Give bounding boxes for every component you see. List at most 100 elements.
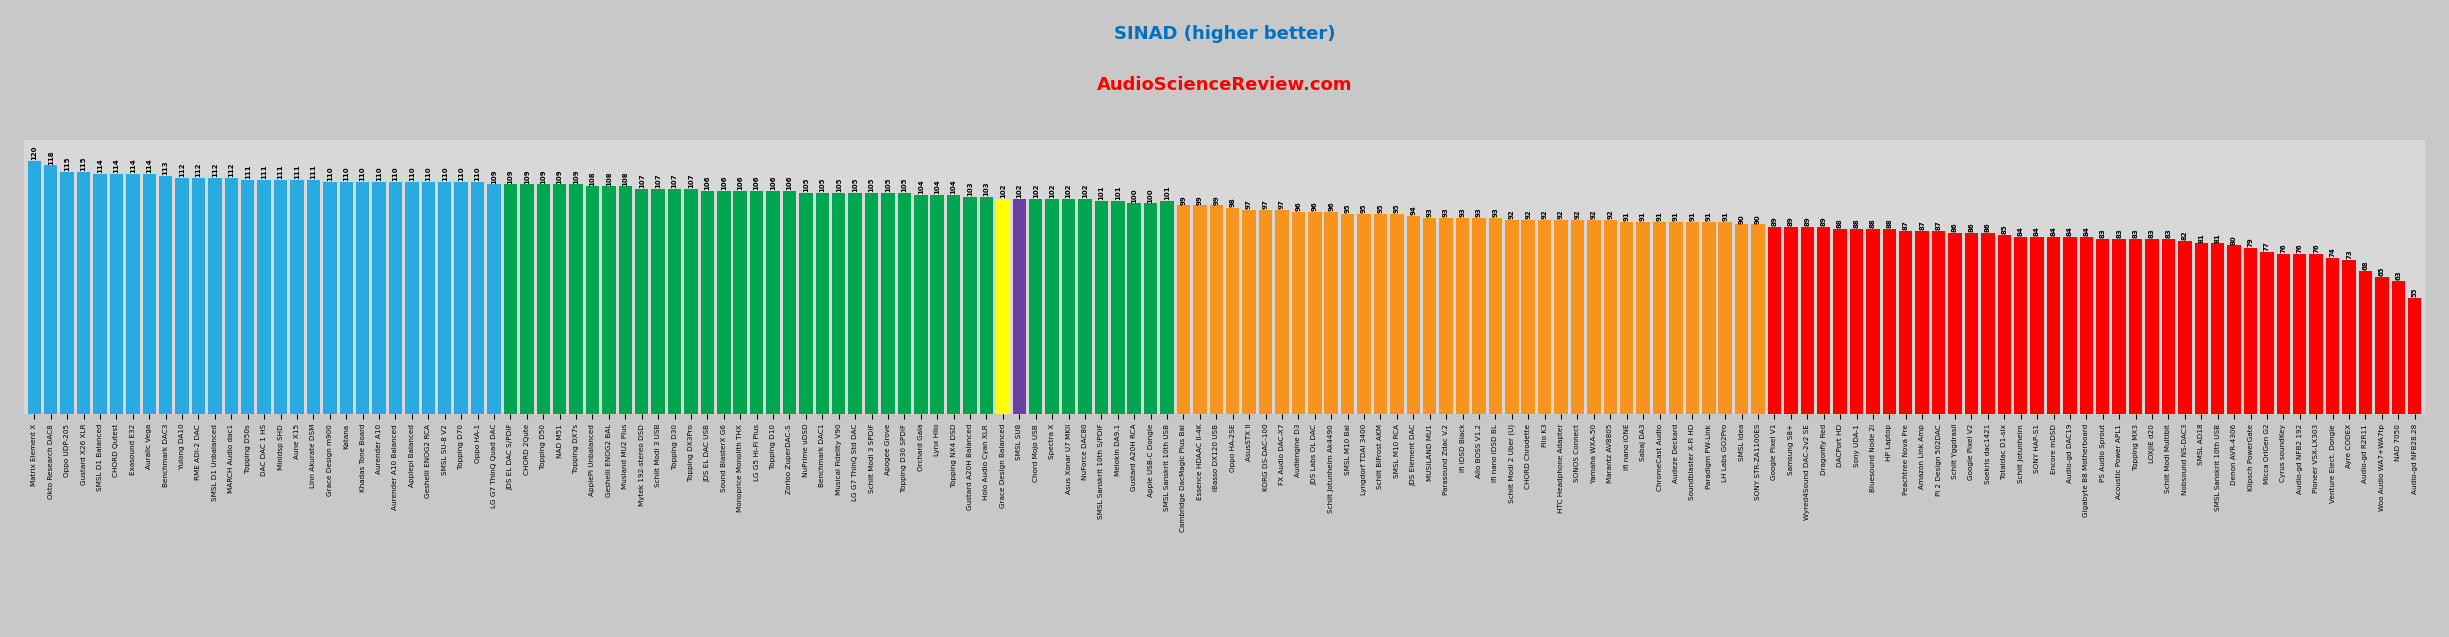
Bar	[1785, 227, 1798, 414]
Text: 63: 63	[2395, 271, 2400, 280]
Text: 84: 84	[2018, 226, 2023, 236]
Bar	[735, 190, 747, 414]
Bar	[1489, 218, 1501, 414]
Bar	[1619, 222, 1633, 414]
Bar	[355, 182, 370, 414]
Bar	[1981, 233, 1993, 414]
Text: 109: 109	[573, 169, 578, 183]
Bar	[1095, 201, 1107, 414]
Bar	[1406, 216, 1420, 414]
Bar	[2194, 243, 2209, 414]
Text: 101: 101	[1100, 186, 1104, 201]
Bar	[142, 174, 157, 414]
Bar	[2145, 239, 2158, 414]
Bar	[1653, 222, 1665, 414]
Text: 90: 90	[1756, 214, 1761, 224]
Bar	[1604, 220, 1616, 414]
Bar	[1276, 210, 1288, 414]
Bar	[1472, 218, 1487, 414]
Text: AudioScienceReview.com: AudioScienceReview.com	[1097, 76, 1352, 94]
Text: 91: 91	[1673, 211, 1680, 222]
Bar	[1342, 214, 1354, 414]
Text: 106: 106	[720, 175, 727, 190]
Bar	[1949, 233, 1962, 414]
Text: 109: 109	[490, 169, 497, 183]
Bar	[1325, 211, 1337, 414]
Text: 96: 96	[1296, 201, 1300, 211]
Bar	[1915, 231, 1930, 414]
Bar	[798, 193, 813, 414]
Text: 92: 92	[1509, 210, 1516, 219]
Text: 110: 110	[326, 167, 333, 182]
Text: 106: 106	[737, 175, 742, 190]
Bar	[767, 190, 779, 414]
Text: 86: 86	[1984, 222, 1991, 232]
Bar	[421, 182, 436, 414]
Bar	[962, 197, 977, 414]
Bar	[1719, 222, 1731, 414]
Bar	[93, 174, 108, 414]
Text: 89: 89	[1788, 216, 1793, 225]
Bar	[1046, 199, 1058, 414]
Bar	[159, 176, 171, 414]
Text: 92: 92	[1558, 210, 1565, 219]
Text: 110: 110	[377, 167, 382, 182]
Text: 82: 82	[2182, 231, 2187, 240]
Bar	[1193, 206, 1207, 414]
Text: 93: 93	[1477, 208, 1482, 217]
Bar	[110, 174, 122, 414]
Bar	[76, 172, 91, 414]
Text: 74: 74	[2329, 247, 2336, 257]
Text: 114: 114	[130, 158, 135, 173]
Bar	[620, 187, 632, 414]
Bar	[2407, 298, 2422, 414]
Text: 105: 105	[820, 178, 825, 192]
Bar	[61, 172, 73, 414]
Bar	[208, 178, 223, 414]
Text: 91: 91	[1656, 211, 1663, 222]
Text: 107: 107	[671, 173, 678, 188]
Bar	[997, 199, 1009, 414]
Bar	[2341, 261, 2356, 414]
Text: 110: 110	[343, 167, 350, 182]
Bar	[1308, 211, 1322, 414]
Text: 88: 88	[1837, 218, 1844, 228]
Text: 105: 105	[901, 178, 909, 192]
Bar	[1291, 211, 1305, 414]
Text: 97: 97	[1264, 199, 1269, 209]
Bar	[2393, 282, 2405, 414]
Bar	[2030, 237, 2045, 414]
Text: 86: 86	[1969, 222, 1974, 232]
Bar	[487, 184, 500, 414]
Bar	[404, 182, 419, 414]
Text: 83: 83	[2165, 229, 2172, 238]
Text: 95: 95	[1362, 203, 1367, 213]
Text: 92: 92	[1592, 210, 1597, 219]
Text: 84: 84	[2035, 226, 2040, 236]
Text: 86: 86	[1952, 222, 1959, 232]
Text: 111: 111	[311, 165, 316, 180]
Text: 112: 112	[228, 162, 235, 177]
Bar	[2309, 254, 2324, 414]
Bar	[438, 182, 451, 414]
Text: 105: 105	[803, 178, 808, 192]
Bar	[1538, 220, 1550, 414]
Bar	[306, 180, 321, 414]
Text: 111: 111	[294, 165, 299, 180]
Text: 98: 98	[1229, 197, 1237, 207]
Bar	[27, 161, 42, 414]
Bar	[1734, 224, 1749, 414]
Bar	[1357, 214, 1371, 414]
Bar	[2096, 239, 2109, 414]
Text: 107: 107	[688, 173, 693, 188]
Text: 96: 96	[1313, 201, 1318, 211]
Bar	[784, 190, 796, 414]
Text: 112: 112	[213, 162, 218, 177]
Bar	[240, 180, 255, 414]
Bar	[291, 180, 304, 414]
Text: 105: 105	[835, 178, 842, 192]
Text: 79: 79	[2248, 237, 2253, 247]
Text: 106: 106	[786, 175, 793, 190]
Bar	[1029, 199, 1043, 414]
Bar	[2260, 252, 2273, 414]
